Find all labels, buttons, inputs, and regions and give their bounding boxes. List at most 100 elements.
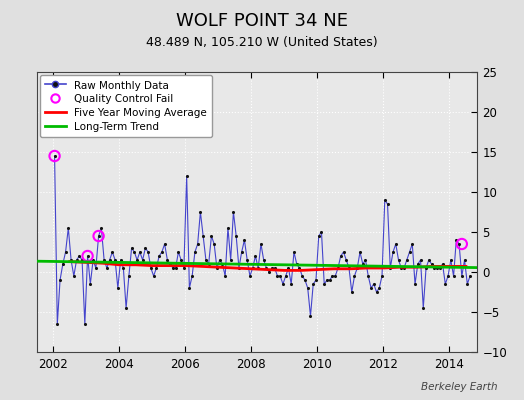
Point: [351, 273, 359, 279]
Point: [419, 305, 428, 311]
Point: [301, 277, 309, 283]
Point: [433, 265, 441, 271]
Point: [384, 201, 392, 207]
Point: [166, 261, 174, 267]
Point: [457, 241, 466, 247]
Point: [295, 265, 303, 271]
Point: [108, 249, 116, 255]
Point: [378, 273, 386, 279]
Point: [325, 277, 334, 283]
Point: [152, 265, 160, 271]
Text: 48.489 N, 105.210 W (United States): 48.489 N, 105.210 W (United States): [146, 36, 378, 49]
Point: [353, 265, 362, 271]
Point: [119, 265, 127, 271]
Point: [312, 277, 320, 283]
Point: [408, 241, 417, 247]
Point: [389, 249, 397, 255]
Point: [380, 197, 389, 203]
Point: [147, 265, 155, 271]
Point: [169, 265, 177, 271]
Point: [149, 273, 158, 279]
Point: [400, 265, 408, 271]
Point: [105, 257, 114, 263]
Point: [303, 285, 312, 291]
Point: [358, 261, 367, 267]
Point: [125, 273, 133, 279]
Point: [226, 257, 235, 263]
Point: [444, 273, 452, 279]
Point: [160, 241, 169, 247]
Point: [430, 265, 439, 271]
Point: [83, 253, 92, 259]
Point: [89, 257, 97, 263]
Point: [367, 285, 375, 291]
Point: [386, 265, 395, 271]
Point: [94, 233, 103, 239]
Point: [292, 261, 301, 267]
Point: [452, 237, 461, 243]
Point: [64, 225, 72, 231]
Point: [174, 249, 182, 255]
Point: [144, 249, 152, 255]
Point: [138, 257, 147, 263]
Point: [59, 261, 67, 267]
Point: [61, 249, 70, 255]
Point: [395, 257, 403, 263]
Point: [463, 281, 472, 287]
Point: [243, 257, 252, 263]
Point: [424, 257, 433, 263]
Point: [193, 241, 202, 247]
Point: [232, 233, 241, 239]
Point: [246, 273, 254, 279]
Point: [254, 265, 263, 271]
Point: [364, 273, 373, 279]
Point: [281, 273, 290, 279]
Point: [94, 233, 103, 239]
Point: [455, 241, 463, 247]
Point: [318, 229, 326, 235]
Point: [237, 249, 246, 255]
Point: [265, 269, 274, 275]
Point: [276, 273, 285, 279]
Point: [340, 249, 348, 255]
Point: [428, 261, 436, 267]
Point: [320, 281, 329, 287]
Point: [235, 265, 243, 271]
Point: [229, 209, 237, 215]
Point: [314, 233, 323, 239]
Point: [461, 257, 469, 263]
Point: [185, 285, 193, 291]
Point: [218, 261, 226, 267]
Point: [402, 257, 411, 263]
Point: [391, 241, 400, 247]
Point: [284, 265, 292, 271]
Point: [199, 233, 208, 239]
Text: Berkeley Earth: Berkeley Earth: [421, 382, 498, 392]
Text: WOLF POINT 34 NE: WOLF POINT 34 NE: [176, 12, 348, 30]
Point: [328, 273, 336, 279]
Point: [411, 281, 419, 287]
Point: [122, 305, 130, 311]
Point: [274, 273, 282, 279]
Point: [298, 273, 307, 279]
Point: [188, 273, 196, 279]
Point: [92, 265, 100, 271]
Point: [450, 273, 458, 279]
Point: [202, 257, 210, 263]
Point: [240, 237, 248, 243]
Point: [334, 265, 342, 271]
Point: [158, 249, 166, 255]
Point: [133, 257, 141, 263]
Point: [207, 233, 215, 239]
Point: [356, 249, 364, 255]
Point: [81, 321, 89, 327]
Point: [268, 265, 276, 271]
Point: [50, 153, 59, 159]
Point: [441, 281, 450, 287]
Point: [375, 285, 384, 291]
Point: [130, 249, 138, 255]
Point: [114, 285, 122, 291]
Point: [336, 253, 345, 259]
Point: [323, 277, 331, 283]
Point: [406, 249, 414, 255]
